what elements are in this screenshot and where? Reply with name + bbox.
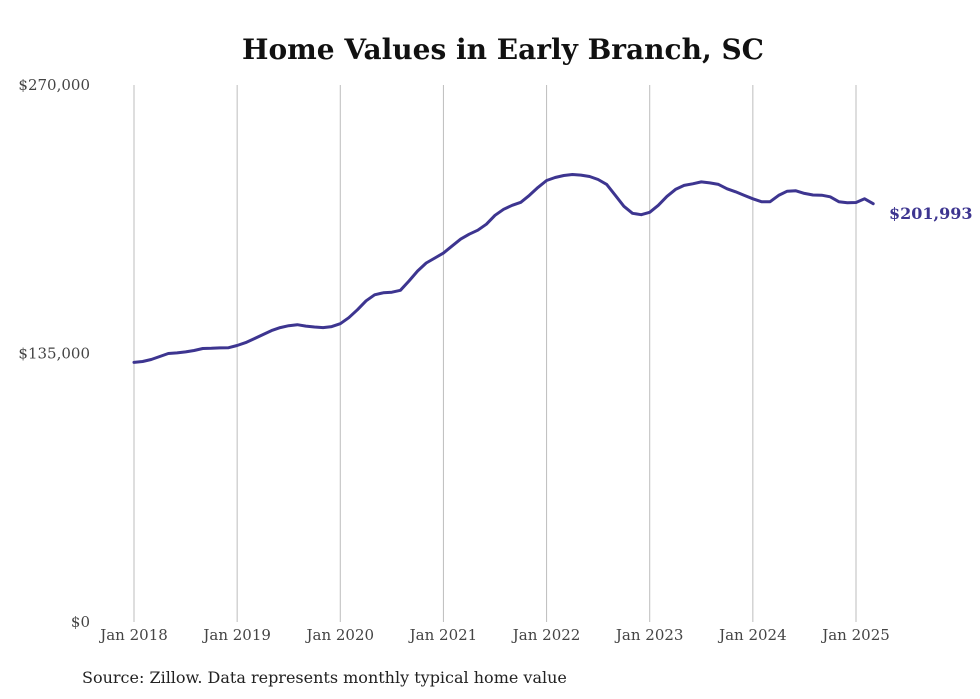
x-tick-label: Jan 2024: [717, 626, 787, 644]
x-tick-label: Jan 2023: [614, 626, 684, 644]
source-note: Source: Zillow. Data represents monthly …: [82, 668, 567, 687]
chart-title: Home Values in Early Branch, SC: [242, 33, 764, 66]
series-line-home-value: [132, 173, 875, 364]
y-axis-tick-labels: $0 $135,000 $270,000: [18, 76, 90, 631]
y-tick-label: $270,000: [18, 76, 90, 94]
x-axis-tick-labels: Jan 2018 Jan 2019 Jan 2020 Jan 2021 Jan 2022…: [98, 626, 890, 644]
x-tick-label: Jan 2022: [511, 626, 581, 644]
y-tick-label: $0: [71, 613, 90, 631]
y-tick-label: $135,000: [18, 345, 90, 363]
x-tick-label: Jan 2019: [201, 626, 271, 644]
x-tick-label: Jan 2021: [408, 626, 478, 644]
last-value-label: $201,993: [889, 204, 973, 223]
gridlines: [133, 85, 857, 622]
x-tick-label: Jan 2018: [98, 626, 168, 644]
x-tick-label: Jan 2020: [305, 626, 375, 644]
x-tick-label: Jan 2025: [820, 626, 890, 644]
